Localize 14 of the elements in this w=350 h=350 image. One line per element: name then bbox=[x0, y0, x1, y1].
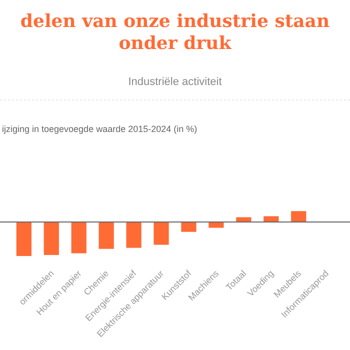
bar bbox=[44, 222, 59, 255]
bar bbox=[154, 222, 169, 245]
bar bbox=[236, 217, 252, 222]
bar bbox=[291, 211, 306, 222]
chart-title: delen van onze industrie staan onder druk bbox=[20, 11, 330, 54]
bar bbox=[264, 216, 279, 222]
bar bbox=[181, 222, 196, 232]
bar bbox=[71, 222, 86, 254]
bar bbox=[16, 222, 32, 256]
bar bbox=[126, 222, 142, 248]
bar bbox=[208, 222, 224, 228]
bar bbox=[98, 222, 114, 249]
chart-subtitle: Industriële activiteit bbox=[128, 76, 222, 88]
text: ijziging in toegevoegde waarde 2015-2024 (in %) bbox=[2, 124, 198, 134]
